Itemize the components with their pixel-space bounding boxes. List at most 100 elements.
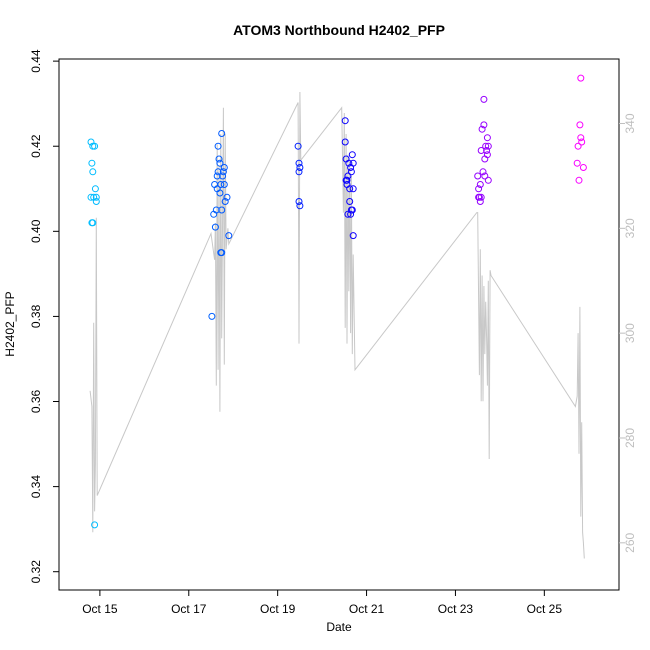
y2-tick-label: 280	[623, 428, 637, 448]
data-point	[475, 193, 483, 201]
data-point	[480, 95, 488, 103]
data-point	[220, 181, 228, 188]
data-point	[89, 219, 97, 227]
y-axis-left: 0.32 0.34 0.36 0.38 0.40 0.42 0.44	[29, 49, 59, 583]
data-point	[216, 159, 224, 167]
data-point	[208, 312, 216, 320]
data-point	[577, 134, 585, 142]
data-point	[296, 164, 304, 171]
data-point	[476, 181, 484, 188]
y-axis-label: H2402_PFP	[3, 291, 17, 356]
data-point	[484, 142, 492, 150]
x-tick-label: Oct 15	[82, 602, 118, 616]
data-point	[347, 210, 355, 218]
data-point	[214, 142, 222, 150]
data-point	[219, 172, 227, 180]
data-point	[348, 206, 356, 214]
data-point	[349, 232, 357, 240]
data-point	[479, 168, 487, 176]
data-point	[294, 142, 302, 150]
data-point	[295, 159, 303, 167]
data-point	[296, 202, 304, 210]
data-point	[478, 125, 486, 133]
data-point	[349, 159, 357, 167]
data-point	[481, 172, 489, 180]
data-point	[484, 176, 492, 184]
x-axis-label: Date	[326, 620, 352, 634]
data-point	[344, 172, 352, 180]
data-point	[341, 138, 349, 146]
x-tick-label: Oct 23	[438, 602, 474, 616]
data-point	[216, 189, 224, 197]
y-tick-label: 0.32	[29, 560, 43, 584]
data-point	[575, 176, 583, 184]
x-tick-label: Oct 17	[171, 602, 207, 616]
data-point	[221, 198, 229, 205]
data-point	[217, 181, 225, 188]
y-tick-label: 0.40	[29, 219, 43, 243]
data-point	[343, 176, 351, 184]
data-point	[88, 159, 96, 167]
x-tick-label: Oct 25	[527, 602, 563, 616]
data-point	[217, 249, 225, 257]
y2-tick-label: 320	[623, 218, 637, 238]
data-point	[345, 159, 353, 167]
data-point	[482, 142, 490, 150]
data-point	[218, 130, 226, 137]
data-point	[579, 164, 587, 171]
data-point	[346, 185, 354, 193]
data-point	[219, 168, 227, 176]
data-point	[483, 134, 491, 142]
data-point	[225, 232, 233, 240]
data-point	[474, 172, 482, 180]
y-tick-label: 0.38	[29, 304, 43, 328]
data-point	[344, 210, 352, 218]
data-point	[295, 198, 303, 205]
data-point	[92, 198, 100, 205]
data-point	[89, 168, 97, 176]
data-point	[220, 164, 228, 171]
data-point	[346, 198, 354, 205]
data-point	[87, 138, 95, 146]
data-point	[223, 193, 231, 201]
data-point	[213, 172, 221, 180]
data-point	[480, 121, 488, 129]
data-point	[578, 138, 586, 146]
y-tick-label: 0.42	[29, 134, 43, 158]
data-point	[348, 151, 356, 159]
data-point	[92, 193, 100, 201]
data-point	[218, 206, 226, 214]
chart-title: ATOM3 Northbound H2402_PFP	[233, 22, 445, 38]
data-point	[211, 223, 219, 231]
x-axis: Oct 15 Oct 17 Oct 19 Oct 21 Oct 23 Oct 25	[82, 590, 562, 616]
data-point	[577, 74, 585, 82]
y-tick-label: 0.36	[29, 390, 43, 414]
data-point	[91, 521, 99, 529]
data-point	[476, 198, 484, 205]
x-tick-label: Oct 19	[260, 602, 296, 616]
secondary-series-line	[89, 91, 585, 559]
data-point	[483, 147, 491, 154]
data-point	[477, 147, 485, 154]
data-point	[576, 121, 584, 129]
data-point	[347, 168, 355, 176]
points-layer	[87, 74, 587, 529]
y-tick-label: 0.44	[29, 49, 43, 73]
secondary-line-layer	[89, 91, 585, 559]
data-point	[573, 159, 581, 167]
data-point	[475, 185, 483, 193]
x-tick-label: Oct 21	[349, 602, 385, 616]
data-point	[349, 185, 357, 193]
data-point	[212, 206, 220, 214]
data-point	[341, 117, 349, 125]
data-point	[91, 185, 99, 193]
y2-tick-label: 340	[623, 113, 637, 133]
y2-tick-label: 300	[623, 323, 637, 343]
data-point	[215, 155, 223, 163]
data-point	[214, 168, 222, 176]
data-point	[91, 142, 99, 150]
data-point	[574, 142, 582, 150]
plot-frame	[58, 58, 620, 591]
